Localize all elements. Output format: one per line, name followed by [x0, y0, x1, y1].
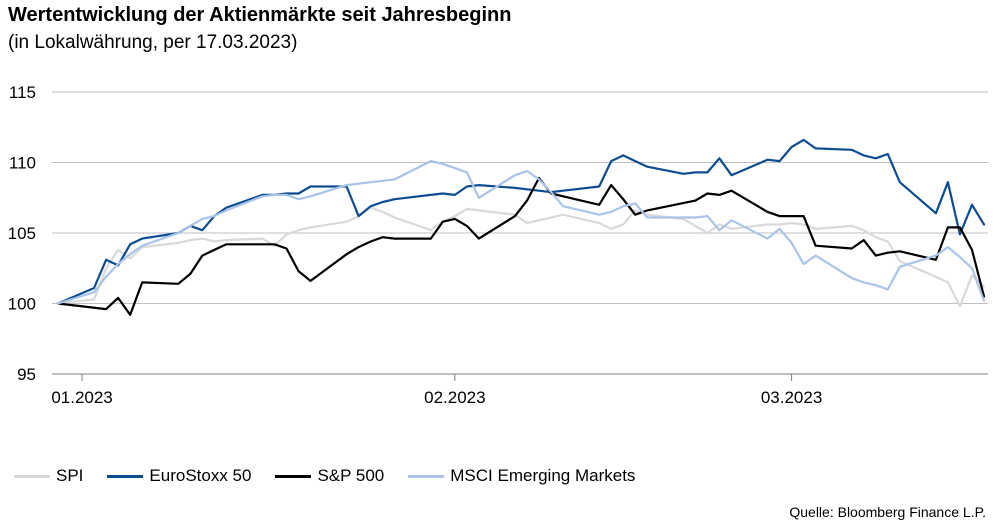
legend-label: S&P 500 [317, 466, 385, 485]
legend-item: MSCI Emerging Markets [408, 466, 635, 486]
chart-subtitle: (in Lokalwährung, per 17.03.2023) [8, 32, 298, 53]
legend-label: MSCI Emerging Markets [450, 466, 636, 485]
legend-label: EuroStoxx 50 [149, 466, 252, 485]
legend-item: EuroStoxx 50 [107, 466, 251, 486]
legend-item: S&P 500 [275, 466, 384, 486]
y-tick-label: 100 [8, 295, 36, 314]
series-line-2 [56, 176, 986, 316]
y-tick-label: 95 [17, 365, 36, 384]
x-tick-label: 03.2023 [761, 388, 822, 407]
chart-title: Wertentwicklung der Aktienmärkte seit Ja… [8, 4, 512, 26]
y-tick-label: 110 [9, 154, 36, 173]
series-line-0 [56, 206, 986, 308]
y-tick-label: 115 [9, 83, 36, 102]
series-line-3 [56, 160, 986, 305]
x-axis: 01.2023 02.2023 03.2023 [51, 374, 822, 407]
legend-swatch [107, 474, 144, 478]
legend: SPI EuroStoxx 50 S&P 500 MSCI Emerging Mark… [14, 466, 659, 486]
series-lines [56, 138, 986, 316]
legend-swatch [275, 474, 312, 478]
y-tick-label: 105 [8, 224, 36, 243]
gridlines [52, 91, 988, 375]
x-tick-label: 01.2023 [51, 388, 112, 407]
source-note: Quelle: Bloomberg Finance L.P. [789, 504, 986, 520]
legend-label: SPI [56, 466, 84, 485]
legend-swatch [408, 474, 445, 478]
x-tick-label: 02.2023 [424, 388, 485, 407]
legend-swatch [14, 474, 50, 478]
legend-item: SPI [14, 466, 83, 486]
y-axis: 95 100 105 110 115 [8, 83, 36, 384]
